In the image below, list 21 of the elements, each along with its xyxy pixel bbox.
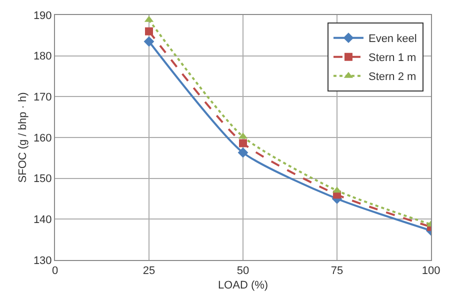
point — [238, 147, 248, 158]
point — [145, 27, 153, 36]
x-tick-label: 100 — [422, 265, 440, 278]
x-tick-label: 0 — [52, 265, 58, 278]
x-tick-label: 50 — [236, 265, 250, 278]
x-tick-label: 75 — [330, 265, 344, 278]
legend-label: Stern 2 m — [368, 71, 416, 84]
y-tick-label: 130 — [33, 254, 52, 267]
y-tick-label: 160 — [33, 132, 52, 144]
point — [239, 139, 247, 148]
x-tick-label: 25 — [142, 265, 156, 278]
y-axis-title: SFOC (g / bhp · h) — [17, 92, 30, 183]
point — [144, 36, 154, 47]
y-tick-label: 150 — [33, 173, 52, 186]
legend-label: Even keel — [368, 33, 417, 46]
y-tick-label: 180 — [33, 50, 52, 63]
y-tick-label: 140 — [33, 214, 52, 226]
x-axis-title: LOAD (%) — [218, 279, 268, 292]
y-tick-label: 190 — [33, 10, 52, 22]
y-tick-label: 170 — [33, 92, 52, 104]
legend-label: Stern 1 m — [368, 52, 416, 64]
